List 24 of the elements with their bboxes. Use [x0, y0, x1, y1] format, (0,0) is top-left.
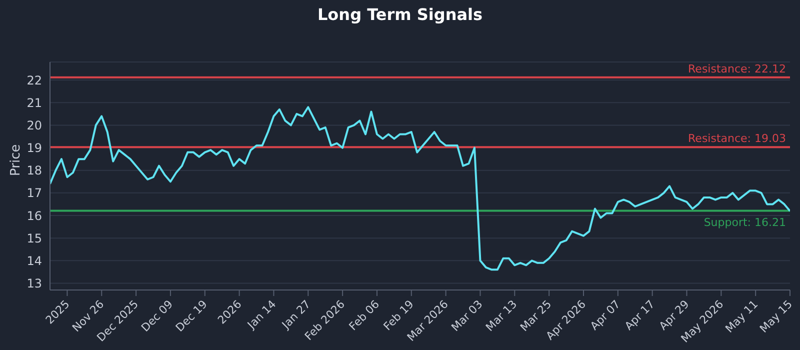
y-tick-label: 15 [26, 231, 42, 246]
x-tick-label: Jan 14 [244, 298, 279, 332]
x-tick-label: Dec 09 [138, 298, 176, 334]
x-tick-label: Apr 17 [622, 298, 658, 333]
chart-title: Long Term Signals [316, 5, 484, 24]
line-series [50, 106, 790, 271]
y-tick-label: 17 [26, 186, 42, 200]
y-tick-label: 13 [26, 276, 42, 290]
x-tick-label: Mar 13 [483, 298, 520, 334]
y-tick-label: 16 [26, 208, 42, 223]
ref-line-label: Resistance: 22.12 [688, 62, 786, 76]
y-tick-label: 21 [26, 96, 42, 110]
x-tick-label: Feb 06 [346, 298, 382, 334]
y-tick-label: 22 [26, 73, 42, 88]
y-tick-label: 18 [26, 164, 42, 178]
y-tick-label: 20 [26, 118, 42, 132]
x-tick-label: Apr 07 [588, 298, 623, 333]
y-axis-title: Price [8, 144, 24, 176]
y-tick-label: 19 [26, 141, 42, 156]
x-tick-label: Mar 03 [448, 298, 486, 334]
ref-line-label: Resistance: 19.03 [688, 132, 786, 146]
x-tick-label: Dec 19 [173, 298, 210, 334]
ref-line-label: Support: 16.21 [704, 216, 786, 229]
y-tick-label: 14 [26, 254, 42, 268]
